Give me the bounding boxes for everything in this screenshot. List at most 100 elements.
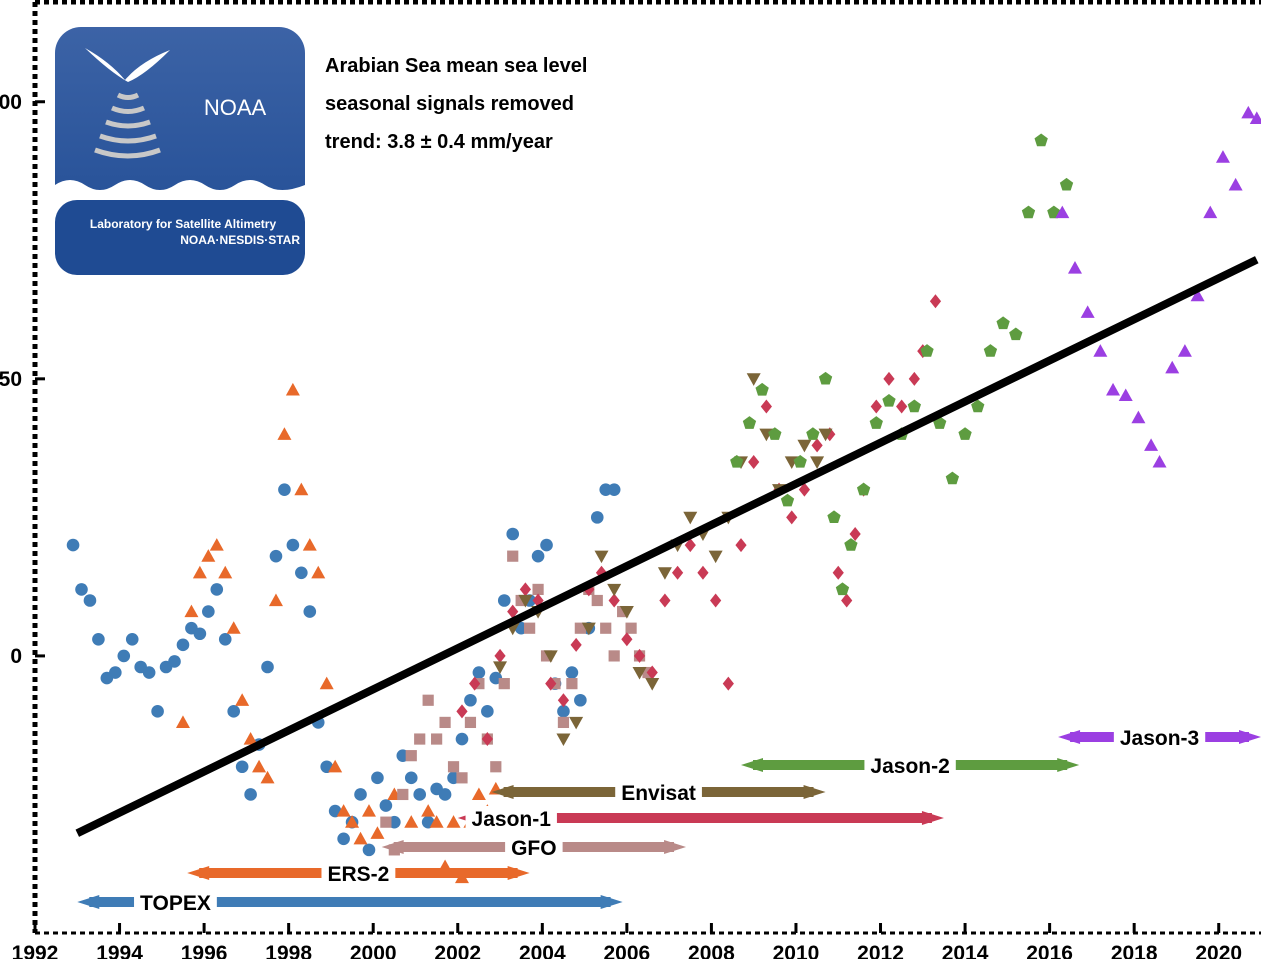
- data-point: [218, 632, 232, 646]
- data-point: [608, 650, 620, 662]
- data-point: [797, 439, 812, 453]
- data-point: [569, 716, 584, 730]
- data-point: [920, 344, 934, 357]
- data-point: [1215, 150, 1230, 163]
- data-point: [184, 604, 199, 618]
- data-point: [742, 416, 757, 429]
- x-tick-label: 2020: [1195, 942, 1242, 959]
- mission-label: GFO: [511, 837, 557, 860]
- y-tick-label: 50: [0, 368, 22, 391]
- data-point: [277, 427, 292, 440]
- data-point: [574, 622, 586, 634]
- data-point: [302, 538, 317, 551]
- data-point: [574, 693, 587, 707]
- data-point: [545, 676, 557, 691]
- data-point: [362, 843, 376, 857]
- data-point: [1228, 177, 1243, 191]
- data-point: [456, 772, 468, 784]
- data-point: [209, 538, 224, 551]
- data-point: [92, 632, 105, 646]
- data-point: [856, 482, 871, 496]
- data-point: [1203, 205, 1218, 219]
- data-point: [455, 732, 469, 746]
- data-point: [125, 632, 139, 646]
- data-point: [581, 622, 596, 636]
- logo: NOAA Laboratory for Satellite Altimetry …: [55, 27, 305, 275]
- data-point: [210, 583, 224, 596]
- annotation: seasonal signals removed: [325, 93, 574, 115]
- data-point: [235, 760, 249, 774]
- logo-name: NOAA: [204, 95, 267, 120]
- data-point: [464, 693, 477, 707]
- data-point: [883, 371, 895, 386]
- data-point: [565, 666, 579, 679]
- data-point: [996, 316, 1010, 330]
- data-point: [524, 622, 536, 634]
- data-point: [849, 527, 861, 541]
- data-point: [531, 549, 545, 563]
- data-point: [295, 566, 308, 580]
- data-point: [1021, 205, 1036, 219]
- mission-arrow: [381, 840, 404, 854]
- annotation: trend: 3.8 ± 0.4 mm/year: [325, 131, 553, 153]
- mission-arrow: [507, 866, 530, 880]
- mission-arrow: [741, 758, 764, 772]
- data-point: [958, 427, 972, 440]
- data-point: [311, 565, 326, 579]
- data-point: [456, 704, 468, 719]
- data-point: [632, 666, 647, 680]
- data-point: [600, 622, 612, 634]
- data-point: [1165, 360, 1180, 374]
- data-point: [798, 482, 811, 497]
- mission-arrow: [77, 895, 100, 909]
- data-point: [252, 759, 267, 773]
- data-point: [471, 787, 486, 801]
- data-point: [218, 565, 233, 579]
- data-point: [142, 666, 156, 679]
- data-point: [671, 565, 684, 580]
- data-point: [832, 565, 844, 580]
- x-tick-label: 2016: [1026, 942, 1073, 959]
- data-point: [337, 832, 350, 846]
- data-point: [735, 538, 747, 553]
- mission-arrow: [664, 840, 687, 854]
- x-tick-label: 1992: [12, 942, 59, 959]
- data-point: [557, 716, 570, 729]
- data-point: [841, 593, 853, 608]
- x-tick-label: 1998: [265, 942, 312, 959]
- data-point: [497, 594, 511, 607]
- data-point: [557, 693, 570, 708]
- data-point: [371, 771, 384, 785]
- mission-arrow: [1239, 730, 1261, 744]
- logo-footer: [55, 200, 305, 275]
- data-point: [294, 482, 309, 496]
- data-point: [722, 676, 734, 691]
- data-point: [493, 661, 508, 674]
- data-point: [760, 399, 772, 414]
- data-point: [608, 593, 620, 608]
- data-point: [646, 665, 658, 680]
- data-point: [1131, 410, 1146, 424]
- data-point: [810, 456, 825, 469]
- x-tick-label: 2014: [942, 942, 989, 959]
- data-point: [414, 733, 426, 745]
- data-point: [1152, 454, 1167, 468]
- data-point: [285, 382, 300, 396]
- data-point: [1106, 382, 1121, 396]
- mission-arrow: [1057, 758, 1080, 772]
- data-point: [244, 788, 257, 801]
- data-point: [1241, 105, 1256, 119]
- data-point: [907, 399, 921, 413]
- data-point: [827, 510, 841, 524]
- mission-label-bg: [864, 753, 956, 777]
- data-point: [619, 605, 634, 619]
- data-point: [201, 549, 216, 562]
- data-point: [109, 666, 122, 679]
- data-point: [806, 427, 820, 440]
- x-tick-label: 2018: [1111, 942, 1158, 959]
- data-point: [607, 583, 622, 597]
- data-point: [780, 493, 795, 507]
- data-point: [1034, 133, 1048, 147]
